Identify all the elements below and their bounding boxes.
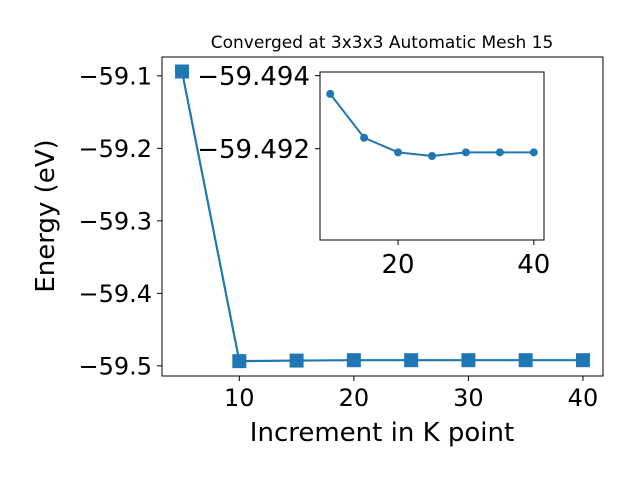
y-axis-label: Energy (eV) xyxy=(31,139,61,292)
main-y-tick-label: −59.5 xyxy=(78,352,152,380)
main-plot-frame xyxy=(161,56,604,377)
main-y-tick-label: −59.3 xyxy=(78,207,152,235)
main-chart: Converged at 3x3x3 Automatic Mesh 15 10 2… xyxy=(31,33,604,448)
inset-y-tick-label: −59.492 xyxy=(197,135,310,165)
main-y-tick-label: −59.2 xyxy=(78,135,152,163)
inset-data-point xyxy=(360,133,369,142)
main-data-point xyxy=(175,64,190,79)
main-x-tick-label: 30 xyxy=(453,384,484,412)
main-y-tick-label: −59.1 xyxy=(78,62,152,90)
main-y-tick-label: −59.4 xyxy=(78,280,152,308)
main-x-tick-label: 40 xyxy=(568,384,599,412)
inset-data-point xyxy=(428,152,436,160)
x-axis-label: Increment in K point xyxy=(250,418,514,448)
inset-data-point xyxy=(394,148,403,157)
main-data-point xyxy=(232,354,247,369)
inset-data-point xyxy=(461,148,470,157)
inset-x-tick-label: 40 xyxy=(517,250,550,280)
main-series-line xyxy=(180,71,583,363)
main-x-tick-label: 20 xyxy=(339,384,370,412)
inset-plot-frame xyxy=(319,71,545,241)
main-data-point xyxy=(404,353,419,368)
inset-x-tick-label: 20 xyxy=(382,250,415,280)
inset-data-point xyxy=(529,148,538,157)
main-data-point xyxy=(518,353,533,368)
main-data-point xyxy=(575,353,590,368)
inset-data-point xyxy=(495,148,504,157)
inset-y-tick-label: −59.494 xyxy=(197,62,310,92)
main-data-point xyxy=(289,353,304,368)
main-series xyxy=(175,64,590,369)
inset-data-point xyxy=(326,89,335,98)
chart-title: Converged at 3x3x3 Automatic Mesh 15 xyxy=(211,33,554,53)
main-x-tick-label: 10 xyxy=(224,384,255,412)
inset-ticks: 20 40 −59.494 −59.492 xyxy=(197,62,550,280)
main-ticks: 10 20 30 40 −59.1 −59.2 −59.3 −59.4 −59.5 xyxy=(78,62,598,412)
main-data-point xyxy=(346,353,361,368)
inset-chart: 20 40 −59.494 −59.492 xyxy=(197,62,550,280)
inset-series xyxy=(326,89,538,160)
main-data-point xyxy=(461,353,476,368)
